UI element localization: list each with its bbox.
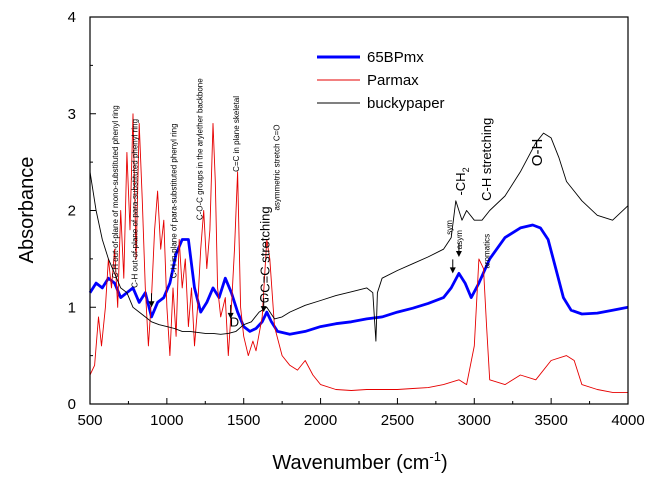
peak-arrow-head bbox=[148, 301, 155, 308]
annotation-label: aromatics bbox=[482, 234, 491, 269]
x-tick-label: 1500 bbox=[227, 412, 260, 429]
annotation-label: C-O-C groups in the arylether backbone bbox=[196, 78, 205, 220]
annotation-label: C=C stretching bbox=[258, 206, 273, 292]
y-tick-label: 1 bbox=[68, 299, 76, 316]
series-layer bbox=[88, 113, 629, 393]
peak-label: O-H bbox=[529, 139, 546, 167]
arrow-layer bbox=[148, 242, 462, 319]
series-line-buckypaper bbox=[89, 132, 629, 342]
series-line-parmax bbox=[89, 113, 628, 393]
annotation-label: C-H out-of-plane of para-substituted phe… bbox=[130, 119, 139, 288]
peak-arrow-head bbox=[227, 312, 234, 319]
peak-label: G bbox=[259, 290, 269, 305]
y-axis-title: Absorbance bbox=[16, 157, 38, 264]
y-tick-label: 4 bbox=[68, 9, 76, 26]
peak-label: -CH2 bbox=[453, 167, 471, 195]
x-tick-label: 3500 bbox=[534, 412, 567, 429]
x-axis-title-superscript: -1 bbox=[429, 449, 441, 464]
x-axis-title-close: ) bbox=[441, 452, 448, 474]
x-tick-label: 1000 bbox=[150, 412, 183, 429]
y-tick-label: 3 bbox=[68, 106, 76, 123]
x-tick-label: 4000 bbox=[611, 412, 644, 429]
y-tick-label: 2 bbox=[68, 203, 76, 220]
peak-arrow-head bbox=[260, 306, 267, 313]
legend-label-buckypaper: buckypaper bbox=[367, 95, 445, 112]
annotation-label: asym bbox=[455, 230, 464, 249]
legend: 65BPmx Parmax buckypaper bbox=[317, 49, 445, 112]
legend-label-parmax: Parmax bbox=[367, 72, 419, 89]
annotation-label: C-H stretching bbox=[479, 118, 494, 201]
tick-layer: 500 1000 1500 2000 2500 3000 3500 4000 0 1 2 3 4 bbox=[68, 9, 645, 429]
legend-label-65bpmx: 65BPmx bbox=[367, 49, 424, 66]
series-line-65bpmx bbox=[88, 223, 629, 336]
annotation-label: sym bbox=[445, 220, 454, 235]
annotation-label: C-H in-plane of para-substituted phenyl … bbox=[170, 123, 179, 278]
x-tick-label: 2500 bbox=[381, 412, 414, 429]
x-tick-label: 2000 bbox=[304, 412, 337, 429]
x-tick-label: 3000 bbox=[458, 412, 491, 429]
peak-arrow-head bbox=[449, 267, 456, 274]
x-tick-label: 500 bbox=[77, 412, 102, 429]
annotation-layer: C-H out-of-plane of mono-substituted phe… bbox=[111, 78, 546, 330]
annotation-label: C=C in plane skeletal bbox=[232, 96, 241, 172]
x-axis-title: Wavenumber (cm-1) bbox=[272, 449, 447, 474]
peak-arrow-head bbox=[455, 250, 462, 257]
peak-label: D bbox=[230, 315, 239, 330]
annotation-label: asymmetric stretch C=O bbox=[273, 124, 282, 210]
y-tick-label: 0 bbox=[68, 396, 76, 413]
annotation-label: C-H out-of-plane of mono-substituted phe… bbox=[111, 105, 120, 278]
